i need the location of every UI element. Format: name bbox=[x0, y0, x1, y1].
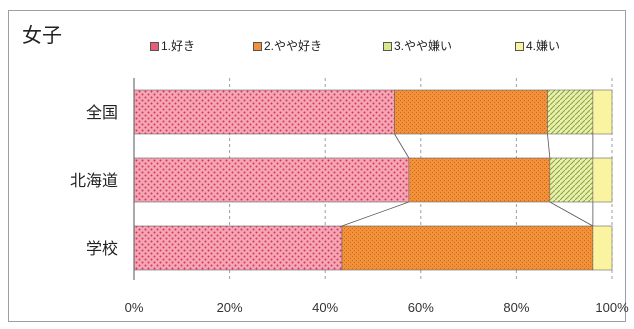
category-label: 北海道 bbox=[70, 171, 118, 190]
category-label: 全国 bbox=[86, 103, 118, 122]
bars bbox=[133, 89, 613, 271]
x-tick-label: 0% bbox=[125, 300, 144, 315]
x-tick-label: 40% bbox=[312, 300, 338, 315]
bar-segment bbox=[592, 157, 613, 203]
series-line bbox=[549, 201, 594, 227]
x-tick-label: 60% bbox=[408, 300, 434, 315]
legend-label-dislike: 4.嫌い bbox=[526, 39, 561, 53]
chart-title: 女子 bbox=[22, 23, 62, 47]
legend-item-somewhat-like: 2.やや好き bbox=[253, 40, 322, 52]
legend-label-somewhat-like: 2.やや好き bbox=[264, 39, 323, 53]
legend-item-like: 1.好き bbox=[150, 40, 195, 52]
bar-segment bbox=[133, 225, 343, 271]
x-tick-label: 80% bbox=[503, 300, 529, 315]
bar-segment bbox=[341, 225, 594, 271]
legend-item-dislike: 4.嫌い bbox=[515, 40, 560, 52]
legend-swatch-somewhat-dislike bbox=[383, 41, 392, 51]
bar-segment bbox=[133, 157, 410, 203]
series-line bbox=[341, 201, 409, 227]
bar-segment bbox=[549, 157, 594, 203]
legend-label-somewhat-dislike: 3.やや嫌い bbox=[394, 39, 453, 53]
bar-segment bbox=[408, 157, 551, 203]
x-tick-label: 20% bbox=[217, 300, 243, 315]
tick-labels: 0% 20% 40% 60% 80% 100% bbox=[125, 300, 629, 315]
bar-segment bbox=[394, 89, 548, 135]
bar-segment bbox=[547, 89, 594, 135]
bar-segment bbox=[592, 225, 613, 271]
x-tick-label: 100% bbox=[595, 300, 629, 315]
series-line bbox=[394, 133, 410, 159]
bar-segment bbox=[592, 89, 613, 135]
series-connector-lines bbox=[341, 133, 594, 227]
legend-label-like: 1.好き bbox=[161, 39, 196, 53]
legend-swatch-somewhat-like bbox=[253, 41, 262, 51]
series-line bbox=[547, 133, 551, 159]
legend-swatch-like bbox=[150, 41, 159, 51]
category-label: 学校 bbox=[86, 239, 118, 258]
bar-segment bbox=[133, 89, 395, 135]
legend-item-somewhat-dislike: 3.やや嫌い bbox=[383, 40, 452, 52]
legend-swatch-dislike bbox=[515, 41, 524, 51]
